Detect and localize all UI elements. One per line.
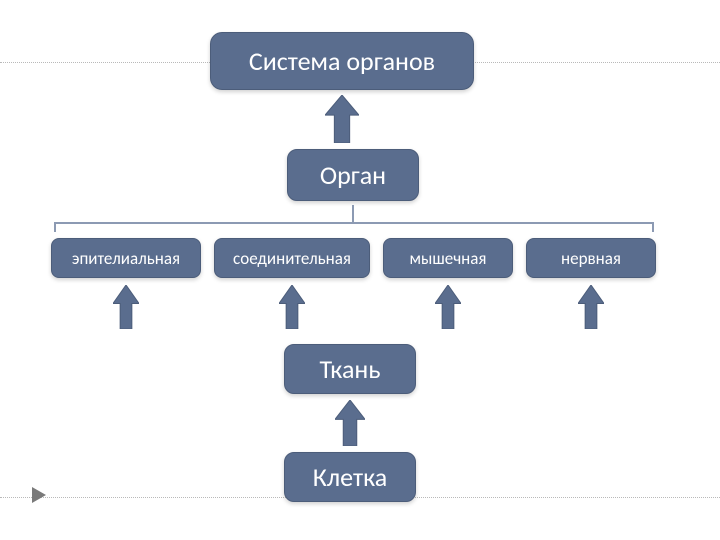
node-label: Ткань [319,353,380,385]
node-label: эпителиальная [72,248,180,269]
arrow-up-icon [578,285,604,329]
node-tissue-epithelial: эпителиальная [51,238,201,278]
node-tissue-connective: соединительная [214,238,370,278]
node-label: Система органов [249,45,435,77]
arrow-up-icon [113,285,139,329]
node-label: Клетка [313,461,387,493]
arrow-up-icon [325,95,359,143]
play-icon [32,487,46,503]
node-tissue: Ткань [284,344,416,394]
bracket-connector [54,205,654,232]
node-label: Орган [320,159,386,191]
arrow-up-icon [435,285,461,329]
node-label: нервная [561,248,621,269]
arrow-up-icon [279,285,305,329]
node-tissue-muscle: мышечная [383,238,513,278]
node-cell: Клетка [284,452,416,502]
node-organ: Орган [287,149,419,201]
diagram-canvas: Система органов Орган эпителиальная соед… [0,0,720,540]
node-label: мышечная [410,248,487,269]
node-label: соединительная [233,248,351,269]
arrow-up-icon [335,400,365,446]
node-tissue-nervous: нервная [526,238,656,278]
node-organ-system: Система органов [210,32,474,90]
